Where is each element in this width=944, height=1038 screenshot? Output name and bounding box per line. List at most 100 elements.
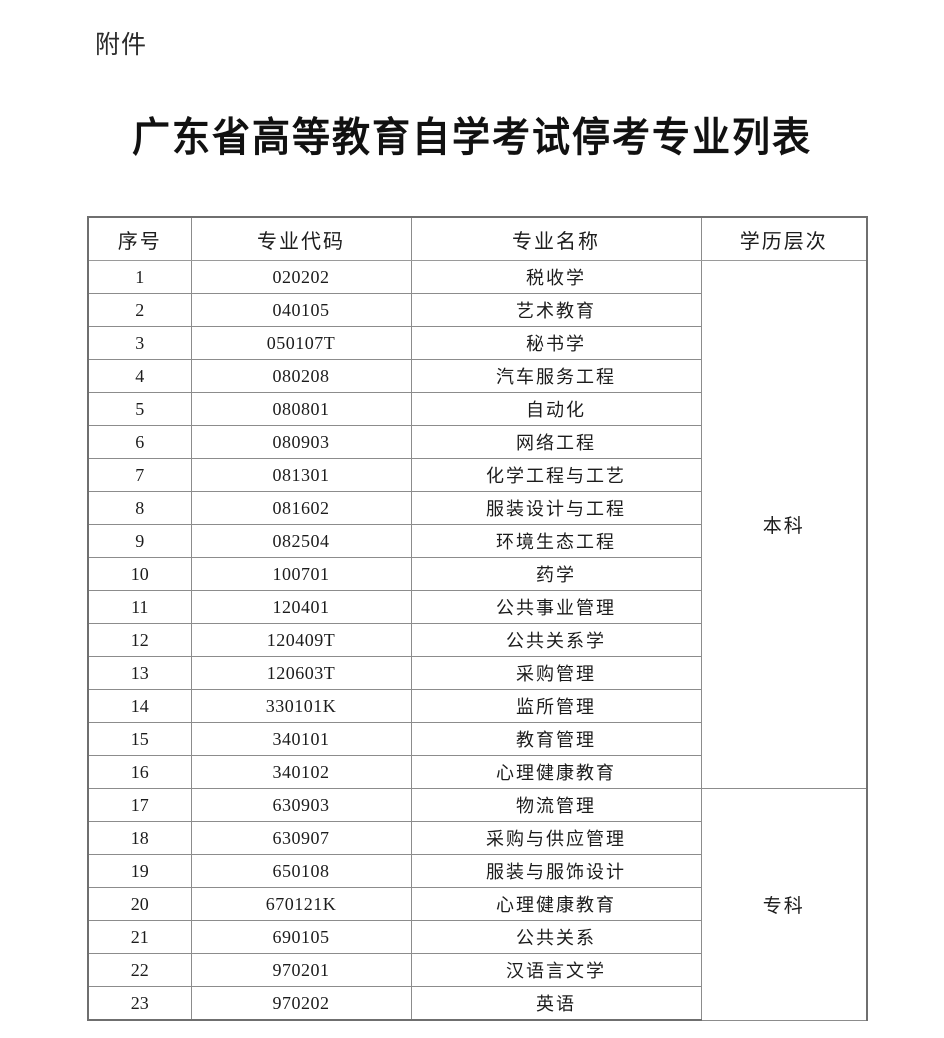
cell-sequence-number: 23 [87,986,192,1021]
cell-sequence-number: 8 [87,491,192,525]
cell-major-code: 080208 [190,359,412,393]
cell-sequence-number: 19 [87,854,192,888]
cell-major-code: 340102 [190,755,412,789]
cell-major-code: 630907 [190,821,412,855]
cell-sequence-number: 9 [87,524,192,558]
table-row: 15 340101 教育管理 [87,722,867,756]
cell-major-code: 650108 [190,854,412,888]
table-row: 2 040105 艺术教育 [87,293,867,327]
cell-major-code: 081301 [190,458,412,492]
table-row: 17 630903 物流管理 专科 [87,788,868,1021]
cell-major-name: 采购管理 [410,656,702,690]
cell-sequence-number: 17 [87,788,192,822]
cell-sequence-number: 4 [87,359,192,393]
cell-sequence-number: 15 [87,722,192,756]
table-row: 10 100701 药学 [87,557,867,591]
cell-education-level: 本科 [700,260,868,789]
cell-major-code: 040105 [190,293,412,327]
cell-major-name: 服装与服饰设计 [410,854,702,888]
cell-major-name: 采购与供应管理 [410,821,702,855]
cell-major-code: 050107T [190,326,412,360]
cell-sequence-number: 20 [87,887,192,921]
cell-major-code: 120409T [190,623,412,657]
column-header-seq: 序号 [87,216,192,261]
cell-sequence-number: 2 [87,293,192,327]
cell-major-name: 秘书学 [410,326,702,360]
cell-major-name: 药学 [410,557,702,591]
cell-sequence-number: 22 [87,953,192,987]
cell-major-code: 100701 [190,557,412,591]
table-row: 9 082504 环境生态工程 [87,524,867,558]
cell-major-code: 080801 [190,392,412,426]
table-row: 23 970202 英语 [87,986,867,1021]
cell-major-code: 120603T [190,656,412,690]
cell-major-name: 教育管理 [410,722,702,756]
cell-sequence-number: 10 [87,557,192,591]
table-row: 20 670121K 心理健康教育 [87,887,867,921]
cell-major-code: 670121K [190,887,412,921]
column-header-level: 学历层次 [700,216,868,261]
cell-sequence-number: 11 [87,590,192,624]
cell-major-name: 化学工程与工艺 [410,458,702,492]
attachment-label: 附件 [95,31,148,59]
table-body: 1 020202 税收学 本科 2 040105 艺术教育 3 050107T 秘书学 4 08020… [87,260,868,1021]
cell-major-code: 630903 [190,788,412,822]
cell-major-code: 020202 [190,260,412,294]
cell-major-name: 公共关系学 [410,623,702,657]
table-row: 14 330101K 监所管理 [87,689,867,723]
cell-sequence-number: 14 [87,689,192,723]
table-header-row: 序号 专业代码 专业名称 学历层次 [87,216,868,261]
column-header-name: 专业名称 [410,216,702,261]
page-title: 广东省高等教育自学考试停考专业列表 [131,116,812,161]
cell-sequence-number: 16 [87,755,192,789]
cell-major-code: 340101 [190,722,412,756]
table-row: 13 120603T 采购管理 [87,656,867,690]
table-row: 11 120401 公共事业管理 [87,590,867,624]
cell-major-name: 艺术教育 [410,293,702,327]
cell-major-name: 物流管理 [410,788,702,822]
cell-major-name: 自动化 [410,392,702,426]
cell-major-name: 网络工程 [410,425,702,459]
table-row: 8 081602 服装设计与工程 [87,491,867,525]
cell-major-code: 082504 [190,524,412,558]
cell-major-name: 汉语言文学 [410,953,702,987]
cell-major-name: 环境生态工程 [410,524,702,558]
cell-sequence-number: 7 [87,458,192,492]
cell-major-code: 330101K [190,689,412,723]
column-header-code: 专业代码 [190,216,412,261]
table-row: 18 630907 采购与供应管理 [87,821,867,855]
table-row: 21 690105 公共关系 [87,920,867,954]
table-row: 6 080903 网络工程 [87,425,867,459]
table-row: 16 340102 心理健康教育 [87,755,867,789]
table-row: 19 650108 服装与服饰设计 [87,854,867,888]
cell-major-name: 汽车服务工程 [410,359,702,393]
cell-sequence-number: 21 [87,920,192,954]
table-row: 22 970201 汉语言文学 [87,953,867,987]
table-row: 3 050107T 秘书学 [87,326,867,360]
cell-major-code: 970202 [190,986,412,1021]
cell-major-code: 970201 [190,953,412,987]
cell-major-name: 公共关系 [410,920,702,954]
cell-sequence-number: 12 [87,623,192,657]
cell-major-code: 080903 [190,425,412,459]
cell-sequence-number: 5 [87,392,192,426]
stopped-majors-table: 序号 专业代码 专业名称 学历层次 1 020202 税收学 本科 2 040105 艺术教… [87,216,868,1021]
cell-major-name: 心理健康教育 [410,887,702,921]
cell-major-name: 监所管理 [410,689,702,723]
cell-major-code: 081602 [190,491,412,525]
cell-major-name: 公共事业管理 [410,590,702,624]
cell-major-name: 心理健康教育 [410,755,702,789]
table-row: 5 080801 自动化 [87,392,867,426]
cell-major-name: 服装设计与工程 [410,491,702,525]
cell-major-name: 英语 [410,986,702,1021]
cell-sequence-number: 6 [87,425,192,459]
cell-major-code: 120401 [190,590,412,624]
cell-major-code: 690105 [190,920,412,954]
cell-education-level: 专科 [700,788,868,1021]
cell-major-name: 税收学 [410,260,702,294]
cell-sequence-number: 18 [87,821,192,855]
cell-sequence-number: 13 [87,656,192,690]
cell-sequence-number: 3 [87,326,192,360]
majors-table-container: 序号 专业代码 专业名称 学历层次 1 020202 税收学 本科 2 040105 艺术教… [87,216,868,1021]
